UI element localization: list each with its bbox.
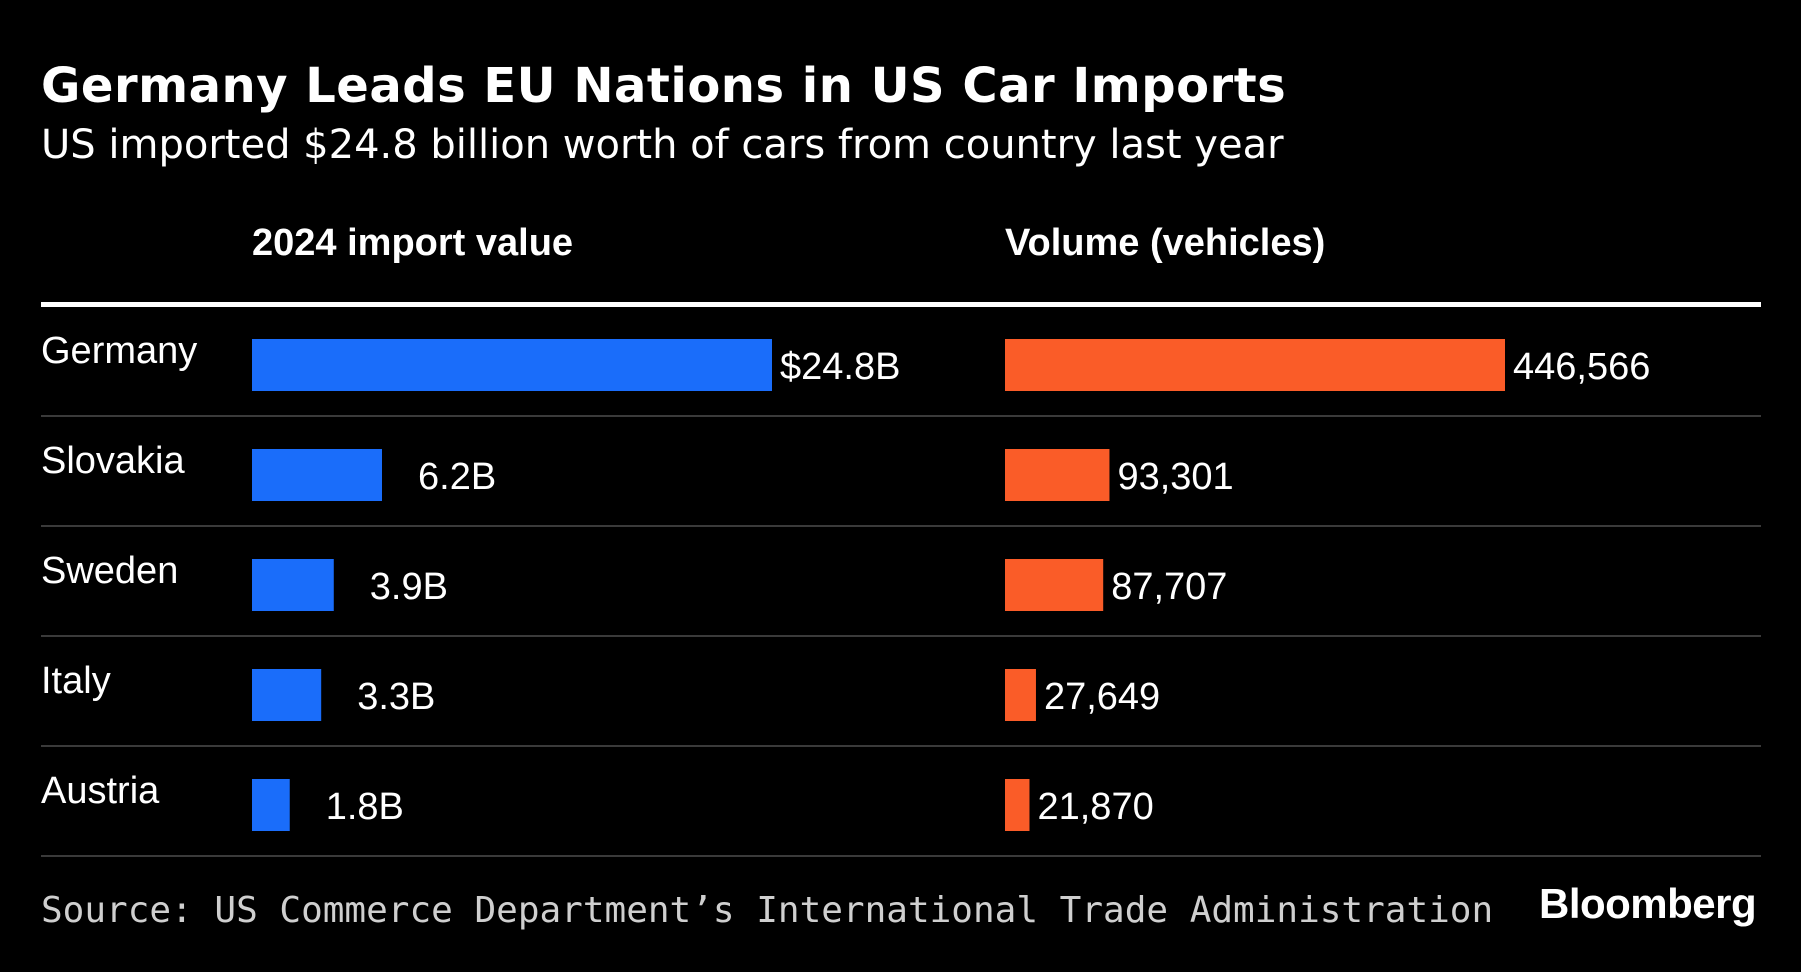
category-label: Italy [41, 660, 111, 702]
volume-data-label: 27,649 [1044, 676, 1160, 718]
value-data-label: 3.3B [357, 676, 435, 718]
bloomberg-logo: Bloomberg [1539, 880, 1757, 927]
category-label: Germany [41, 330, 197, 372]
chart-subtitle: US imported $24.8 billion worth of cars … [41, 122, 1284, 168]
row-divider [41, 745, 1761, 747]
category-label: Sweden [41, 550, 178, 592]
value-data-label: 1.8B [326, 786, 404, 828]
value-bar [252, 339, 772, 391]
value-data-label: 6.2B [418, 456, 496, 498]
volume-bar [1005, 669, 1036, 721]
category-label: Slovakia [41, 440, 185, 482]
volume-data-label: 21,870 [1037, 786, 1153, 828]
source-note: Source: US Commerce Department’s Interna… [41, 890, 1494, 931]
volume-column-title: Volume (vehicles) [1005, 222, 1326, 264]
chart-title: Germany Leads EU Nations in US Car Impor… [41, 58, 1287, 114]
volume-data-label: 446,566 [1513, 346, 1650, 388]
volume-data-label: 87,707 [1111, 566, 1227, 608]
header-rule [41, 302, 1761, 307]
value-column-title: 2024 import value [252, 222, 574, 264]
volume-bar [1005, 449, 1110, 501]
value-bar [252, 669, 322, 721]
row-divider [41, 635, 1761, 637]
value-bar [252, 779, 290, 831]
row-divider [41, 525, 1761, 527]
category-label: Austria [41, 770, 160, 812]
value-bar [252, 449, 382, 501]
value-data-label: 3.9B [370, 566, 448, 608]
row-divider [41, 855, 1761, 857]
volume-bar [1005, 559, 1104, 611]
row-divider [41, 415, 1761, 417]
volume-bar [1005, 779, 1030, 831]
value-data-label: $24.8B [780, 346, 900, 388]
volume-bar [1005, 339, 1505, 391]
value-bar [252, 559, 334, 611]
volume-data-label: 93,301 [1117, 456, 1233, 498]
